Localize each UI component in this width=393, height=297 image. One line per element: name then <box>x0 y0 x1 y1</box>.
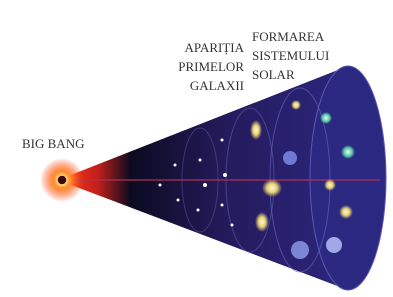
solar-system-label: SISTEMULUI <box>252 48 329 63</box>
solar-system-label: SOLAR <box>252 67 295 82</box>
big-bang-label: BIG BANG <box>22 136 84 151</box>
universe-cone <box>40 66 386 290</box>
galaxies-label: PRIMELOR <box>178 59 244 74</box>
galaxies-label: GALAXII <box>190 78 244 93</box>
page: BIG BANG APARIȚIA PRIMELOR GALAXII FORMA… <box>0 0 393 297</box>
solar-system-label: FORMAREA <box>252 29 325 44</box>
illustration: BIG BANG APARIȚIA PRIMELOR GALAXII FORMA… <box>0 0 393 297</box>
galaxies-label: APARIȚIA <box>185 40 245 55</box>
